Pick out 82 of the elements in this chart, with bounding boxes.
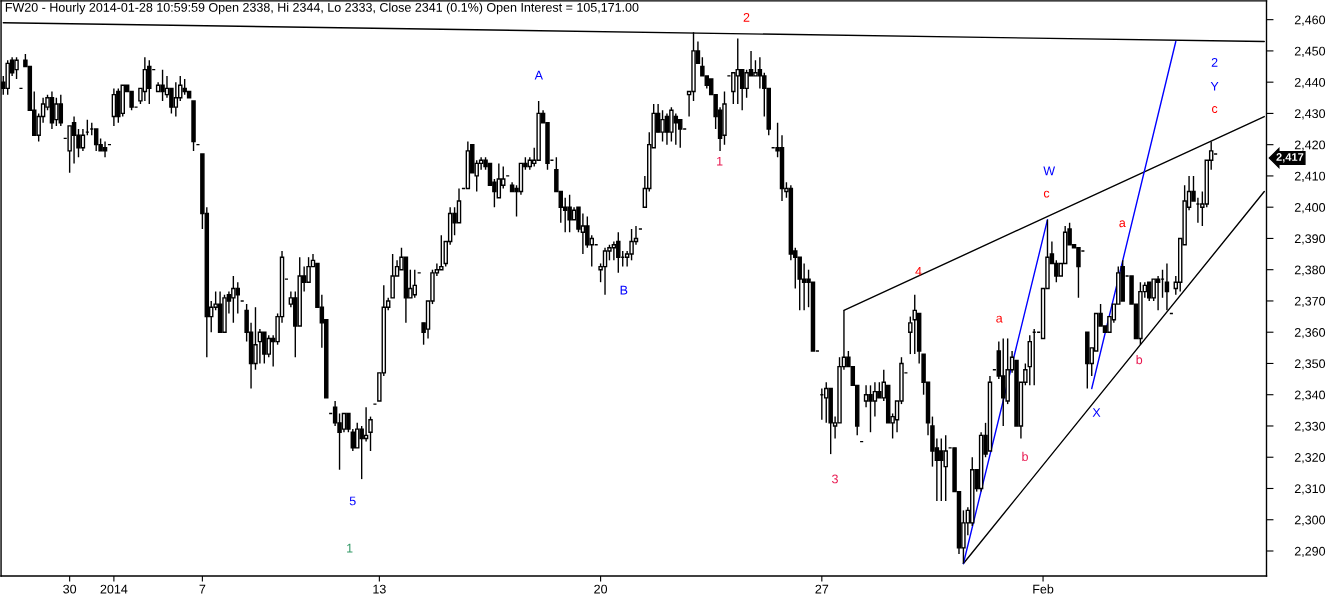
y-tick-label: 2,400 — [1294, 202, 1326, 214]
annotation: 1 — [347, 543, 353, 553]
candlestick — [939, 437, 944, 502]
annotation: 3 — [832, 474, 838, 484]
annotation: c — [1043, 190, 1050, 198]
annotation: Y — [1210, 81, 1219, 91]
annotation: 4 — [915, 266, 922, 276]
y-tick-label: 2,420 — [1294, 140, 1326, 151]
annotation: b — [1022, 451, 1028, 462]
annotation: W — [1043, 166, 1056, 176]
candlestick — [14, 56, 19, 80]
annotation: 2 — [1211, 58, 1218, 67]
text: 2,417 — [1276, 153, 1304, 163]
x-tick-label: 2014 — [100, 584, 128, 594]
candlestick — [664, 112, 670, 146]
y-tick-label: 2,450 — [1294, 46, 1326, 58]
candlestick — [1155, 275, 1161, 312]
y-tick-label: 2,380 — [1294, 265, 1326, 276]
candlestick — [147, 59, 152, 105]
x-tick-label: 7 — [199, 584, 206, 594]
y-tick-label: 2,370 — [1294, 296, 1326, 308]
candlestick — [943, 434, 948, 502]
candlestick — [757, 56, 763, 90]
candlestick — [863, 384, 869, 408]
candlestick — [253, 306, 258, 371]
annotation: 2 — [743, 13, 750, 22]
candlestick — [735, 37, 741, 105]
candlestick — [744, 68, 749, 99]
annotation: 5 — [349, 496, 356, 506]
y-tick-label: 2,330 — [1294, 421, 1326, 433]
candlestick — [872, 381, 878, 418]
candlestick — [58, 93, 64, 127]
y-tick-label: 2,410 — [1294, 171, 1326, 183]
candlestick — [142, 56, 148, 102]
candlestick — [354, 422, 360, 449]
candlestick — [93, 128, 99, 152]
annotation: X — [1092, 408, 1101, 417]
candlestick — [496, 162, 502, 199]
annotation: c — [1212, 106, 1218, 113]
candlestick — [602, 247, 608, 296]
candlestick — [54, 97, 59, 127]
y-tick-label: 2,290 — [1294, 546, 1326, 558]
x-tick-label: 27 — [815, 584, 829, 594]
annotation: a — [1119, 220, 1126, 228]
x-tick-label: 30 — [63, 584, 77, 594]
y-tick-label: 2,310 — [1294, 484, 1326, 495]
y-tick-label: 2,360 — [1294, 328, 1326, 339]
candlestick — [456, 187, 462, 224]
candlestick — [616, 231, 621, 274]
candlestick — [1147, 281, 1152, 302]
y-tick-label: 2,460 — [1294, 15, 1326, 26]
candlestick — [173, 81, 179, 118]
candlestick — [824, 381, 829, 424]
y-tick-label: 2,440 — [1294, 77, 1326, 89]
chart-title: FW20 - Hourly 2014-01-28 10:59:59 Open 2338, Hi 2344, Lo 2333, Close 2341 (0.1%) Open Interest = 105,171.00 — [5, 2, 639, 15]
candlestick — [160, 68, 165, 102]
candlestick — [341, 412, 347, 433]
y-tick-label: 2,350 — [1294, 359, 1326, 370]
candlestick — [231, 275, 236, 324]
annotation: A — [534, 70, 543, 80]
candlestick — [1076, 247, 1081, 299]
x-tick-label: Feb — [1033, 584, 1054, 594]
candlestick — [71, 115, 77, 165]
candlestick — [262, 331, 267, 365]
y-tick-label: 2,340 — [1294, 390, 1326, 401]
y-tick-label: 2,320 — [1294, 453, 1326, 464]
candlestick — [611, 240, 617, 262]
annotation: B — [620, 285, 628, 295]
annotation: a — [996, 315, 1003, 323]
y-tick-label: 2,300 — [1294, 515, 1326, 526]
candlestick — [868, 384, 873, 433]
x-tick-label: 13 — [373, 584, 386, 594]
annotation: 1 — [717, 156, 723, 166]
y-tick-label: 2,430 — [1294, 109, 1326, 120]
annotation: b — [1136, 354, 1143, 365]
candlestick — [739, 68, 745, 111]
candlestick — [567, 193, 572, 233]
candlestick — [660, 109, 665, 143]
y-tick-label: 2,390 — [1294, 234, 1326, 245]
x-tick-label: 20 — [594, 584, 608, 594]
candlestick — [669, 106, 674, 143]
candlestick — [102, 140, 108, 158]
